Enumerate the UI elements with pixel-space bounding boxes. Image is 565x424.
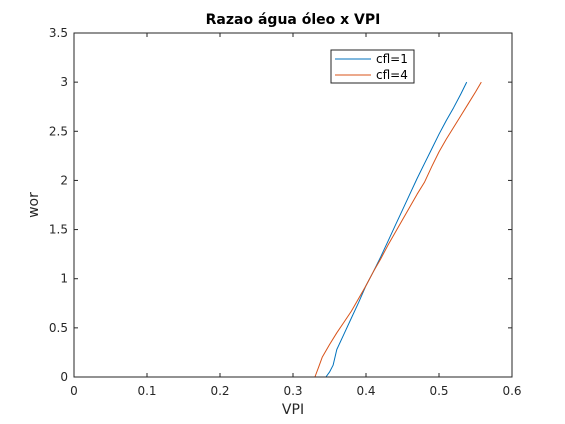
- y-tick-label: 0.5: [49, 321, 68, 335]
- legend-entries: cfl=1 cfl=4: [335, 52, 408, 82]
- x-tick-label: 0.2: [210, 384, 229, 398]
- legend-label-1: cfl=1: [376, 52, 408, 66]
- y-tick-label: 1.5: [49, 223, 68, 237]
- legend: cfl=1 cfl=4: [330, 49, 415, 84]
- x-tick-label: 0.1: [137, 384, 156, 398]
- y-axis-label: wor: [26, 192, 42, 218]
- y-tick-label: 2: [60, 173, 68, 187]
- x-tick-label: 0.3: [283, 384, 302, 398]
- x-tick-label: 0: [70, 384, 78, 398]
- y-tick-label: 3.5: [49, 26, 68, 40]
- y-tick-label: 3: [60, 75, 68, 89]
- chart-title: Razao água óleo x VPI: [206, 12, 381, 28]
- series-layer: [74, 81, 482, 378]
- legend-box: [330, 49, 415, 84]
- x-axis-label: VPI: [282, 402, 304, 418]
- series-line-2: [74, 81, 482, 378]
- ticks-layer: 0 0.1 0.2 0.3 0.4 0.5 0.6 0 0.5 1 1.5 2 2.5 3 3.5: [49, 26, 522, 398]
- y-tick-label: 0: [60, 370, 68, 384]
- y-tick-label: 1: [60, 272, 68, 286]
- x-tick-label: 0.5: [429, 384, 448, 398]
- y-tick-label: 2.5: [49, 124, 68, 138]
- legend-label-2: cfl=4: [376, 68, 408, 82]
- x-tick-label: 0.6: [502, 384, 521, 398]
- plot-area: [74, 33, 512, 377]
- x-tick-label: 0.4: [356, 384, 375, 398]
